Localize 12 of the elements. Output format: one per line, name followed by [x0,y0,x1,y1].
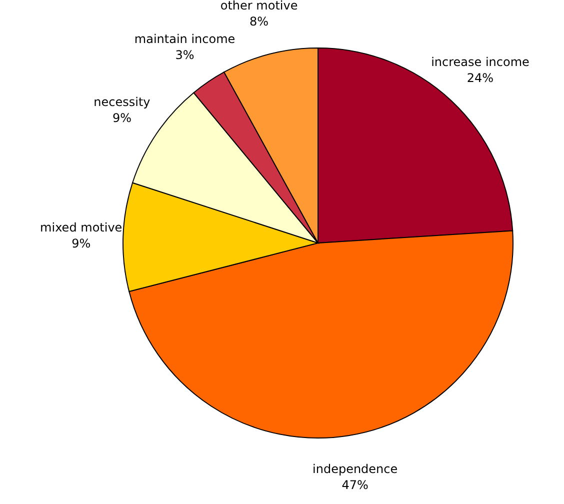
slice-label: increase income [431,55,530,70]
slice-label: independence [312,462,398,476]
slice-label: other motive [220,0,298,12]
data-label: 3% [175,48,194,62]
data-label: 24% [466,71,494,86]
slice-label: maintain income [134,32,236,46]
data-label: 9% [72,236,91,251]
slice-label: mixed motive [40,220,122,235]
slice-label: necessity [94,94,150,109]
data-label: 9% [112,110,132,125]
data-label: 47% [342,478,368,492]
data-label: 8% [250,14,269,28]
